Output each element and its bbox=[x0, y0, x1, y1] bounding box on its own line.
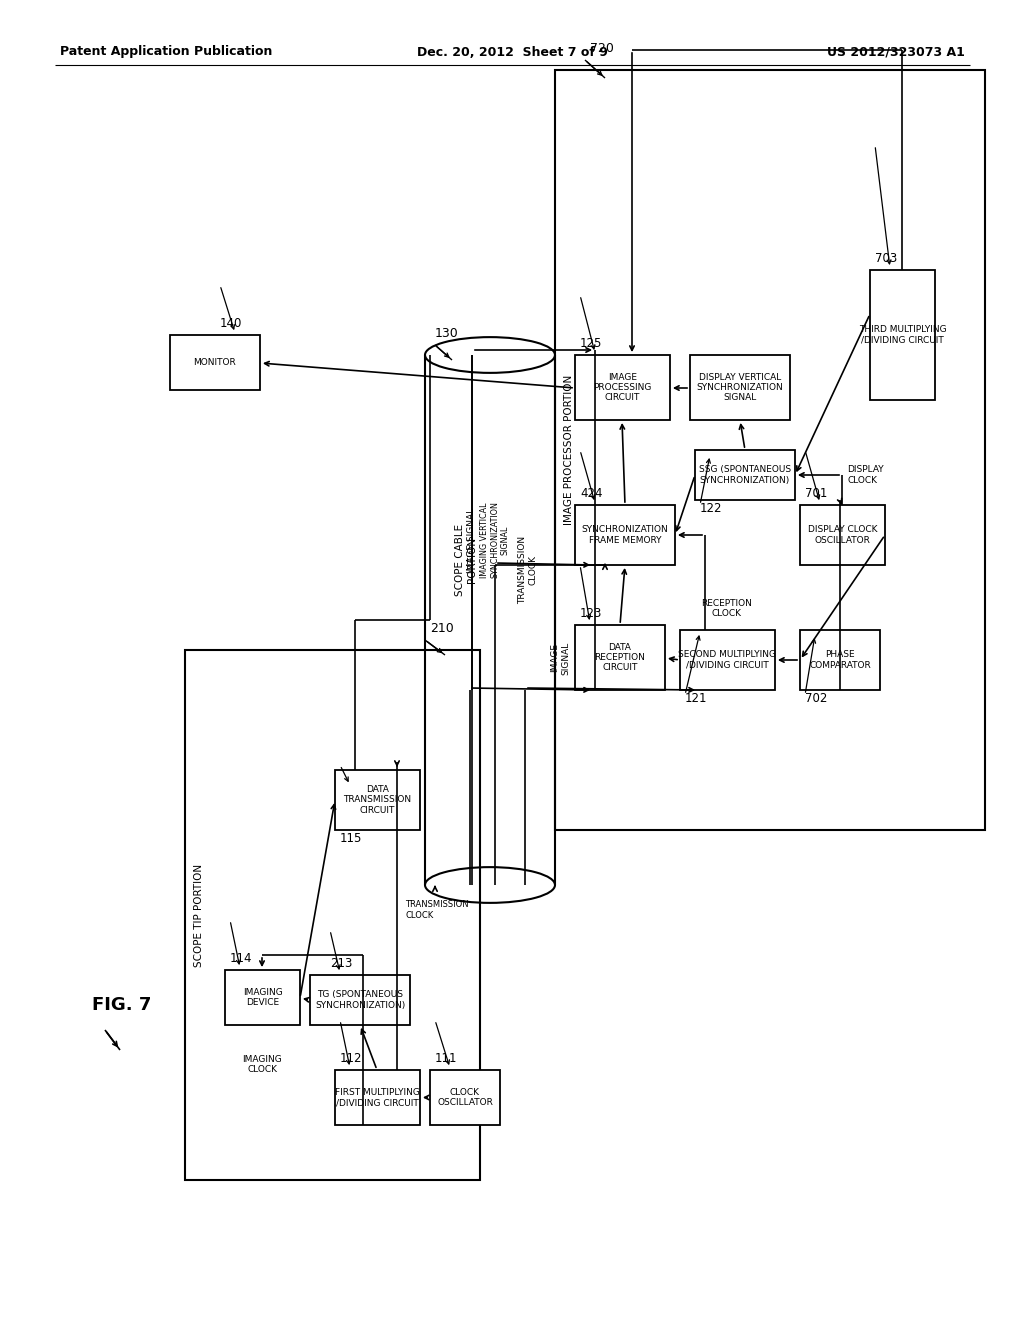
Text: 213: 213 bbox=[330, 957, 352, 970]
Text: SCOPE CABLE
PORTION: SCOPE CABLE PORTION bbox=[455, 524, 476, 597]
Text: US 2012/323073 A1: US 2012/323073 A1 bbox=[827, 45, 965, 58]
Text: 115: 115 bbox=[340, 832, 362, 845]
Text: 720: 720 bbox=[590, 42, 613, 55]
Text: FIG. 7: FIG. 7 bbox=[92, 997, 152, 1014]
Text: PHASE
COMPARATOR: PHASE COMPARATOR bbox=[809, 651, 870, 669]
Text: 424: 424 bbox=[580, 487, 602, 500]
Text: TRANSMISSION
CLOCK: TRANSMISSION CLOCK bbox=[406, 900, 469, 920]
FancyBboxPatch shape bbox=[800, 506, 885, 565]
FancyBboxPatch shape bbox=[335, 770, 420, 830]
FancyBboxPatch shape bbox=[225, 970, 300, 1026]
Text: IMAGING
DEVICE: IMAGING DEVICE bbox=[243, 987, 283, 1007]
Text: IMAGE PROCESSOR PORTION: IMAGE PROCESSOR PORTION bbox=[564, 375, 574, 525]
Text: DATA
RECEPTION
CIRCUIT: DATA RECEPTION CIRCUIT bbox=[595, 643, 645, 672]
Text: 123: 123 bbox=[580, 607, 602, 620]
FancyBboxPatch shape bbox=[690, 355, 790, 420]
Text: CLOCK
OSCILLATOR: CLOCK OSCILLATOR bbox=[437, 1088, 493, 1107]
Text: IMAGING VERTICAL
SYNCHRONIZATION
SIGNAL: IMAGING VERTICAL SYNCHRONIZATION SIGNAL bbox=[480, 502, 510, 578]
FancyBboxPatch shape bbox=[310, 975, 410, 1026]
Text: 703: 703 bbox=[874, 252, 897, 265]
Text: 114: 114 bbox=[230, 952, 253, 965]
Text: Patent Application Publication: Patent Application Publication bbox=[60, 45, 272, 58]
Text: IMAGING
CLOCK: IMAGING CLOCK bbox=[242, 1055, 282, 1074]
Text: IMAGE SIGNAL: IMAGE SIGNAL bbox=[468, 507, 476, 573]
FancyBboxPatch shape bbox=[575, 355, 670, 420]
Text: FIRST MULTIPLYING
/DIVIDING CIRCUIT: FIRST MULTIPLYING /DIVIDING CIRCUIT bbox=[335, 1088, 420, 1107]
Text: SSG (SPONTANEOUS
SYNCHRONIZATION): SSG (SPONTANEOUS SYNCHRONIZATION) bbox=[699, 465, 792, 484]
Text: THIRD MULTIPLYING
/DIVIDING CIRCUIT: THIRD MULTIPLYING /DIVIDING CIRCUIT bbox=[859, 325, 946, 345]
Text: MONITOR: MONITOR bbox=[194, 358, 237, 367]
Text: 130: 130 bbox=[435, 327, 459, 341]
Text: DATA
TRANSMISSION
CIRCUIT: DATA TRANSMISSION CIRCUIT bbox=[343, 785, 412, 814]
Text: 122: 122 bbox=[700, 502, 723, 515]
Text: SYNCHRONIZATION
FRAME MEMORY: SYNCHRONIZATION FRAME MEMORY bbox=[582, 525, 669, 545]
Text: DISPLAY VERTICAL
SYNCHRONIZATION
SIGNAL: DISPLAY VERTICAL SYNCHRONIZATION SIGNAL bbox=[696, 372, 783, 403]
Text: DISPLAY CLOCK
OSCILLATOR: DISPLAY CLOCK OSCILLATOR bbox=[808, 525, 878, 545]
Text: SCOPE TIP PORTION: SCOPE TIP PORTION bbox=[194, 863, 204, 966]
Text: 210: 210 bbox=[430, 622, 454, 635]
Text: TG (SPONTANEOUS
SYNCHRONIZATION): TG (SPONTANEOUS SYNCHRONIZATION) bbox=[314, 990, 406, 1010]
Text: 702: 702 bbox=[805, 692, 827, 705]
Text: IMAGE
PROCESSING
CIRCUIT: IMAGE PROCESSING CIRCUIT bbox=[593, 372, 651, 403]
FancyBboxPatch shape bbox=[575, 506, 675, 565]
Text: 140: 140 bbox=[220, 317, 243, 330]
Text: 701: 701 bbox=[805, 487, 827, 500]
Text: TRANSMISSION
CLOCK: TRANSMISSION CLOCK bbox=[518, 536, 538, 605]
FancyBboxPatch shape bbox=[170, 335, 260, 389]
Text: RECEPTION
CLOCK: RECEPTION CLOCK bbox=[701, 598, 753, 618]
FancyBboxPatch shape bbox=[800, 630, 880, 690]
Text: 125: 125 bbox=[580, 337, 602, 350]
Text: IMAGE
SIGNAL: IMAGE SIGNAL bbox=[551, 642, 570, 675]
Text: Dec. 20, 2012  Sheet 7 of 9: Dec. 20, 2012 Sheet 7 of 9 bbox=[417, 45, 607, 58]
FancyBboxPatch shape bbox=[680, 630, 775, 690]
Text: 121: 121 bbox=[685, 692, 708, 705]
FancyBboxPatch shape bbox=[335, 1071, 420, 1125]
Text: SECOND MULTIPLYING
/DIVIDING CIRCUIT: SECOND MULTIPLYING /DIVIDING CIRCUIT bbox=[679, 651, 776, 669]
FancyBboxPatch shape bbox=[695, 450, 795, 500]
Text: 112: 112 bbox=[340, 1052, 362, 1065]
Text: DISPLAY
CLOCK: DISPLAY CLOCK bbox=[847, 465, 884, 484]
FancyBboxPatch shape bbox=[575, 624, 665, 690]
FancyBboxPatch shape bbox=[870, 271, 935, 400]
Text: 111: 111 bbox=[435, 1052, 458, 1065]
FancyBboxPatch shape bbox=[430, 1071, 500, 1125]
